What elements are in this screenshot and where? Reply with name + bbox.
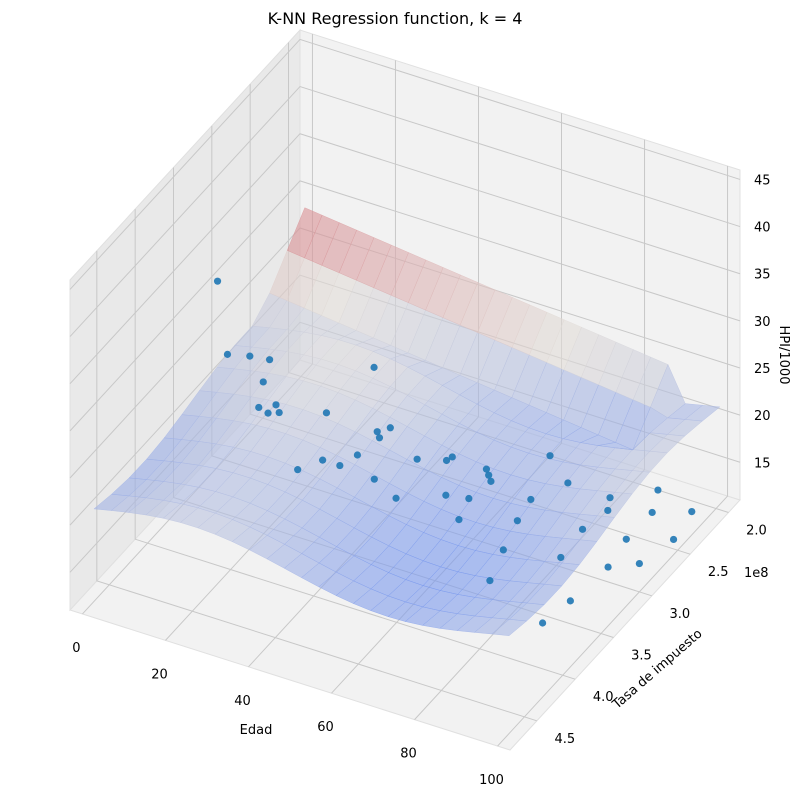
data-point bbox=[322, 409, 331, 417]
data-point bbox=[442, 456, 451, 465]
x-tick-label: 80 bbox=[400, 747, 417, 762]
x-axis-label: Edad bbox=[240, 723, 273, 738]
data-point bbox=[246, 352, 254, 360]
z-tick-label: 40 bbox=[754, 221, 771, 236]
y-grid-line bbox=[96, 250, 537, 722]
data-point bbox=[259, 378, 267, 386]
data-point bbox=[465, 494, 473, 503]
data-point bbox=[264, 409, 272, 417]
data-point bbox=[538, 619, 547, 627]
data-point bbox=[213, 277, 222, 285]
x-tick-label: 20 bbox=[151, 667, 168, 682]
y-tick-label: 3.0 bbox=[669, 607, 690, 622]
data-point bbox=[223, 350, 232, 358]
y-axis-offset-label: 1e8 bbox=[744, 566, 769, 581]
z-axis-label: HPI/1000 bbox=[776, 326, 790, 385]
data-point bbox=[442, 491, 450, 499]
y-tick-label: 4.0 bbox=[593, 690, 614, 705]
data-point bbox=[275, 408, 283, 417]
data-point bbox=[669, 535, 678, 544]
data-point bbox=[485, 471, 493, 479]
data-point bbox=[557, 553, 565, 562]
data-point bbox=[386, 424, 394, 432]
chart-title: K-NN Regression function, k = 4 bbox=[268, 9, 523, 28]
x-grid-line bbox=[497, 166, 729, 747]
data-point bbox=[578, 525, 587, 533]
data-point bbox=[448, 453, 456, 461]
data-point bbox=[370, 363, 378, 371]
z-grid-line bbox=[69, 85, 741, 337]
data-point bbox=[266, 356, 274, 364]
data-point bbox=[482, 465, 491, 473]
data-point bbox=[353, 451, 362, 459]
y-tick-label: 2.5 bbox=[708, 565, 729, 580]
data-point bbox=[392, 494, 400, 502]
z-tick-label: 45 bbox=[754, 173, 771, 188]
data-point bbox=[336, 461, 344, 470]
data-point bbox=[635, 559, 643, 568]
data-point bbox=[622, 535, 630, 543]
data-point bbox=[499, 546, 507, 554]
z-tick-label: 15 bbox=[754, 456, 771, 471]
data-points bbox=[213, 277, 696, 627]
data-point bbox=[375, 434, 384, 442]
z-tick-label: 30 bbox=[754, 315, 771, 330]
data-point bbox=[255, 403, 263, 412]
x-tick-label: 60 bbox=[317, 720, 334, 735]
y-tick-label: 2.0 bbox=[746, 524, 767, 539]
data-point bbox=[604, 563, 612, 571]
data-point bbox=[564, 479, 572, 487]
data-point bbox=[294, 466, 302, 474]
z-grid-line bbox=[69, 133, 741, 385]
data-point bbox=[688, 507, 696, 516]
z-tick-label: 35 bbox=[754, 268, 771, 283]
x-tick-label: 0 bbox=[72, 641, 80, 656]
data-point bbox=[604, 506, 612, 515]
z-grid-line bbox=[69, 38, 741, 290]
axis-ticks: 0 20 40 60 80 100 2.0 2.5 3.0 3.5 4.0 4.5 15 20 25 30 35… bbox=[72, 173, 770, 788]
y-tick-label: 3.5 bbox=[631, 649, 652, 664]
z-tick-label: 20 bbox=[754, 409, 771, 424]
data-point bbox=[486, 577, 494, 585]
data-point bbox=[487, 477, 495, 485]
data-point bbox=[546, 452, 554, 460]
data-point bbox=[606, 494, 614, 502]
data-point bbox=[566, 597, 574, 605]
y-axis-label: Tasa de impuesto bbox=[609, 626, 705, 713]
z-tick-label: 25 bbox=[754, 362, 771, 377]
x-tick-label: 100 bbox=[479, 773, 504, 788]
data-point bbox=[527, 495, 535, 504]
x-tick-label: 40 bbox=[234, 694, 251, 709]
data-point bbox=[455, 516, 463, 524]
z-grid-line bbox=[69, 180, 741, 432]
y-tick-label: 4.5 bbox=[554, 732, 575, 747]
data-point bbox=[370, 475, 378, 483]
data-point bbox=[272, 401, 280, 409]
y-grid-line bbox=[134, 209, 576, 680]
surface-facet bbox=[684, 404, 721, 422]
data-point bbox=[513, 517, 521, 525]
data-point bbox=[648, 508, 656, 517]
data-point bbox=[654, 486, 662, 494]
regression-surface bbox=[93, 207, 721, 636]
data-point bbox=[319, 456, 327, 464]
data-point bbox=[373, 428, 381, 436]
data-point bbox=[413, 455, 421, 463]
